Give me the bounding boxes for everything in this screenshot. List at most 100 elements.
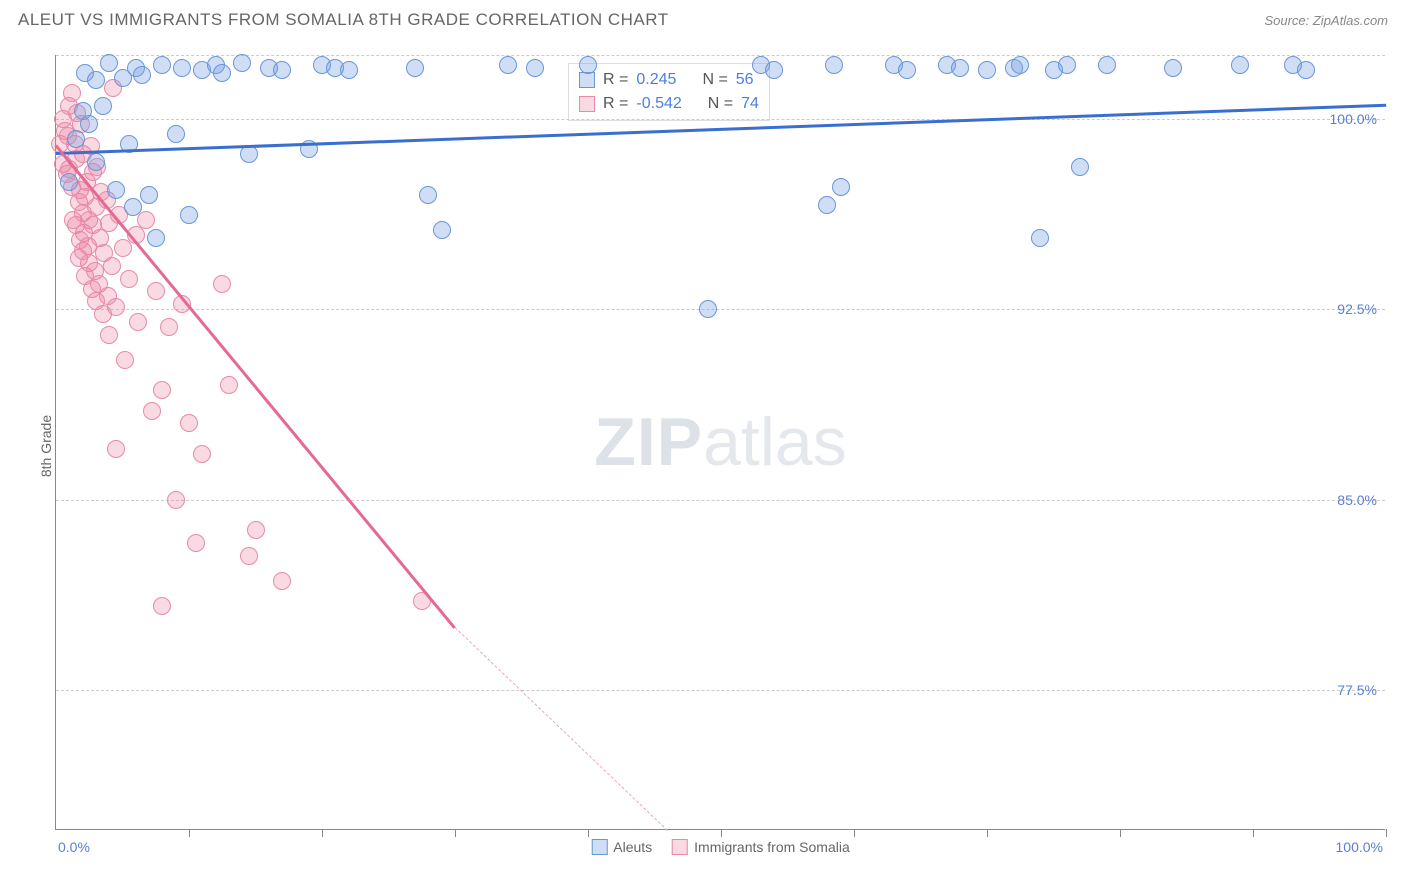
somalia-point — [187, 534, 205, 552]
y-axis-label: 8th Grade — [38, 415, 54, 477]
somalia-point — [193, 445, 211, 463]
legend-row-somalia: R = -0.542 N = 74 — [579, 92, 759, 116]
x-tick — [588, 829, 589, 837]
somalia-point — [220, 376, 238, 394]
x-tick — [721, 829, 722, 837]
somalia-point — [167, 491, 185, 509]
aleuts-point — [67, 130, 85, 148]
somalia-point — [100, 326, 118, 344]
aleuts-point — [1231, 56, 1249, 74]
legend-row-aleuts: R = 0.245 N = 56 — [579, 68, 759, 92]
y-tick-label: 92.5% — [1337, 301, 1377, 317]
aleuts-point — [832, 178, 850, 196]
somalia-point — [107, 298, 125, 316]
aleuts-point — [699, 300, 717, 318]
aleuts-point — [180, 206, 198, 224]
somalia-point — [103, 257, 121, 275]
somalia-point — [147, 282, 165, 300]
aleuts-point — [419, 186, 437, 204]
stat-R-aleuts: 0.245 — [636, 68, 676, 92]
y-tick-label: 100.0% — [1330, 111, 1377, 127]
aleuts-point — [167, 125, 185, 143]
x-tick — [1120, 829, 1121, 837]
aleuts-point — [951, 59, 969, 77]
legend-item-aleuts: Aleuts — [591, 839, 652, 855]
aleuts-point — [406, 59, 424, 77]
aleuts-point — [100, 54, 118, 72]
aleuts-point — [233, 54, 251, 72]
somalia-point — [180, 414, 198, 432]
aleuts-point — [978, 61, 996, 79]
swatch-somalia — [579, 96, 595, 112]
x-tick — [854, 829, 855, 837]
stat-N-somalia: 74 — [741, 92, 759, 116]
y-tick-label: 85.0% — [1337, 492, 1377, 508]
somalia-point — [116, 351, 134, 369]
aleuts-point — [765, 61, 783, 79]
aleuts-point — [1058, 56, 1076, 74]
legend-item-somalia: Immigrants from Somalia — [672, 839, 850, 855]
gridline — [56, 55, 1385, 56]
aleuts-point — [1164, 59, 1182, 77]
aleuts-point — [124, 198, 142, 216]
aleuts-point — [1071, 158, 1089, 176]
gridline — [56, 690, 1385, 691]
aleuts-point — [153, 56, 171, 74]
stat-N-label: N = — [702, 68, 727, 92]
aleuts-point — [147, 229, 165, 247]
watermark-atlas: atlas — [703, 404, 847, 480]
aleuts-point — [1297, 61, 1315, 79]
somalia-point — [240, 547, 258, 565]
somalia-point — [247, 521, 265, 539]
aleuts-point — [273, 61, 291, 79]
somalia-point — [63, 84, 81, 102]
chart-title: ALEUT VS IMMIGRANTS FROM SOMALIA 8TH GRA… — [18, 10, 669, 30]
aleuts-point — [499, 56, 517, 74]
aleuts-point — [818, 196, 836, 214]
gridline — [56, 500, 1385, 501]
series-legend: Aleuts Immigrants from Somalia — [591, 839, 850, 855]
aleuts-point — [107, 181, 125, 199]
somalia-point — [160, 318, 178, 336]
somalia-point — [153, 381, 171, 399]
aleuts-point — [433, 221, 451, 239]
somalia-point — [137, 211, 155, 229]
x-tick — [987, 829, 988, 837]
somalia-point — [273, 572, 291, 590]
stat-N-label: N = — [708, 92, 733, 116]
stat-N-aleuts: 56 — [736, 68, 754, 92]
aleuts-point — [825, 56, 843, 74]
aleuts-point — [340, 61, 358, 79]
legend-label-aleuts: Aleuts — [613, 839, 652, 855]
somalia-point — [143, 402, 161, 420]
aleuts-point — [94, 97, 112, 115]
x-tick — [1253, 829, 1254, 837]
aleuts-point — [240, 145, 258, 163]
somalia-point — [153, 597, 171, 615]
aleuts-point — [1031, 229, 1049, 247]
watermark-zip: ZIP — [594, 404, 703, 480]
somalia-point — [107, 440, 125, 458]
aleuts-point — [1011, 56, 1029, 74]
somalia-point — [213, 275, 231, 293]
aleuts-point — [1098, 56, 1116, 74]
aleuts-point — [579, 56, 597, 74]
x-tick-max: 100.0% — [1336, 839, 1383, 855]
stat-R-label: R = — [603, 68, 628, 92]
x-tick — [322, 829, 323, 837]
legend-label-somalia: Immigrants from Somalia — [694, 839, 850, 855]
swatch-aleuts — [591, 839, 607, 855]
aleuts-point — [87, 71, 105, 89]
stat-R-somalia: -0.542 — [636, 92, 681, 116]
y-tick-label: 77.5% — [1337, 682, 1377, 698]
stat-R-label: R = — [603, 92, 628, 116]
aleuts-point — [173, 59, 191, 77]
watermark: ZIPatlas — [594, 403, 846, 481]
x-tick — [189, 829, 190, 837]
x-tick-min: 0.0% — [58, 839, 90, 855]
gridline — [56, 309, 1385, 310]
aleuts-point — [60, 173, 78, 191]
x-tick — [1386, 829, 1387, 837]
aleuts-point — [213, 64, 231, 82]
source-label: Source: ZipAtlas.com — [1264, 13, 1388, 28]
